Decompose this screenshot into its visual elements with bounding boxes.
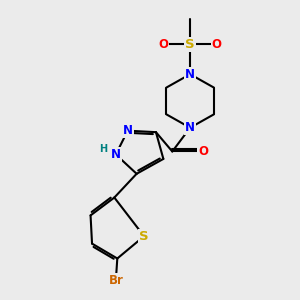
Text: N: N [185, 68, 195, 81]
Text: O: O [198, 145, 208, 158]
Text: N: N [111, 148, 121, 161]
Text: H: H [99, 144, 107, 154]
Text: N: N [123, 124, 133, 137]
Text: S: S [139, 230, 149, 243]
Text: O: O [158, 38, 168, 51]
Text: Br: Br [108, 274, 123, 287]
Text: N: N [185, 121, 195, 134]
Text: O: O [212, 38, 222, 51]
Text: S: S [185, 38, 195, 51]
